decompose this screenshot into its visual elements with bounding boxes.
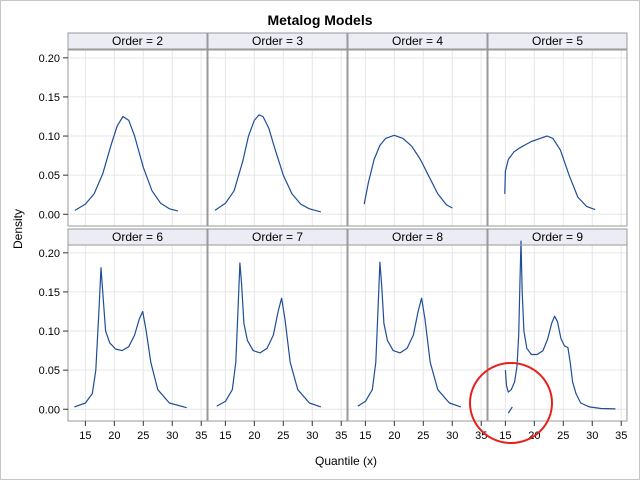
x-tick-label: 35	[615, 430, 627, 442]
x-tick-label: 25	[277, 430, 289, 442]
panel-strip	[207, 32, 348, 50]
density-curve-order-3	[214, 114, 322, 213]
panel-order-4: Order = 4	[347, 32, 488, 227]
x-tick-label: 15	[219, 430, 231, 442]
y-tick-label: 0.05	[39, 170, 60, 182]
x-tick-label: 35	[195, 430, 207, 442]
y-axis: 0.00 0.05 0.10 0.15 0.20 0.00 0.05 0.10 0.15 0.20	[39, 53, 68, 416]
panel-order-8: Order = 8	[347, 228, 488, 422]
panel-grid: Order = 2 Order = 3 Order = 4 Order = 5 Orde…	[67, 32, 628, 422]
density-curve-order-8	[357, 261, 462, 408]
panel-frame	[487, 49, 628, 227]
y-tick-label: 0.10	[39, 131, 60, 143]
panel-frame	[67, 244, 208, 422]
panel-strip	[487, 32, 628, 50]
panel-order-5: Order = 5	[487, 32, 628, 227]
plot-area	[68, 245, 207, 421]
y-tick-label: 0.10	[39, 326, 60, 338]
density-curve-order-7	[216, 262, 322, 408]
panel-order-9: Order = 9	[487, 228, 628, 422]
x-tick-label: 25	[557, 430, 569, 442]
panel-label: Order = 9	[532, 230, 583, 244]
plot-area	[208, 50, 347, 226]
density-curve-order-2	[74, 115, 179, 212]
panel-strip	[347, 32, 488, 50]
panel-frame	[207, 49, 348, 227]
panel-frame	[67, 49, 208, 227]
x-tick-label: 25	[417, 430, 429, 442]
x-tick-label: 15	[359, 430, 371, 442]
panel-order-3: Order = 3	[207, 32, 348, 227]
panel-label: Order = 6	[112, 230, 163, 244]
y-tick-label: 0.15	[39, 287, 60, 299]
x-tick-label: 15	[499, 430, 511, 442]
x-tick-label: 30	[446, 430, 458, 442]
x-tick-label: 25	[137, 430, 149, 442]
panel-label: Order = 2	[112, 34, 163, 48]
y-tick-label: 0.00	[39, 209, 60, 221]
highlight-circle	[469, 362, 553, 444]
y-tick-label: 0.05	[39, 365, 60, 377]
plot-area	[348, 50, 487, 226]
x-tick-label: 15	[79, 430, 91, 442]
panel-frame	[207, 244, 348, 422]
density-curve-order-6	[74, 267, 187, 409]
x-axis: 15 20 25 30 35 15 20 25 30 35 15 20 25 30 35 15 20 25 30 35	[79, 421, 627, 442]
y-tick-label: 0.20	[39, 53, 60, 65]
panel-order-7: Order = 7	[207, 228, 348, 422]
panel-label: Order = 3	[252, 34, 303, 48]
y-tick-label: 0.20	[39, 248, 60, 260]
y-tick-label: 0.15	[39, 92, 60, 104]
density-curve-order-4	[363, 134, 453, 209]
chart-title: Metalog Models	[267, 12, 372, 28]
plot-area	[488, 50, 627, 226]
density-curve-order-9	[504, 240, 616, 410]
panel-frame	[347, 244, 488, 422]
panel-label: Order = 5	[532, 34, 583, 48]
y-axis-label: Density	[11, 209, 25, 249]
panel-order-6: Order = 6	[67, 228, 208, 422]
panel-order-2: Order = 2	[67, 32, 208, 227]
panel-label: Order = 8	[392, 230, 443, 244]
panel-label: Order = 7	[252, 230, 303, 244]
panel-strip	[67, 32, 208, 50]
density-curve-segment	[507, 406, 513, 414]
x-tick-label: 20	[108, 430, 120, 442]
x-tick-label: 20	[388, 430, 400, 442]
y-tick-label: 0.00	[39, 404, 60, 416]
x-tick-label: 30	[586, 430, 598, 442]
plot-area	[488, 245, 627, 421]
x-tick-label: 30	[166, 430, 178, 442]
x-tick-label: 20	[248, 430, 260, 442]
x-axis-label: Quantile (x)	[315, 454, 377, 468]
x-tick-label: 30	[306, 430, 318, 442]
x-tick-label: 35	[335, 430, 347, 442]
panel-label: Order = 4	[392, 34, 443, 48]
panel-frame	[487, 244, 628, 422]
density-curve-order-5	[504, 135, 596, 211]
panel-frame	[347, 49, 488, 227]
